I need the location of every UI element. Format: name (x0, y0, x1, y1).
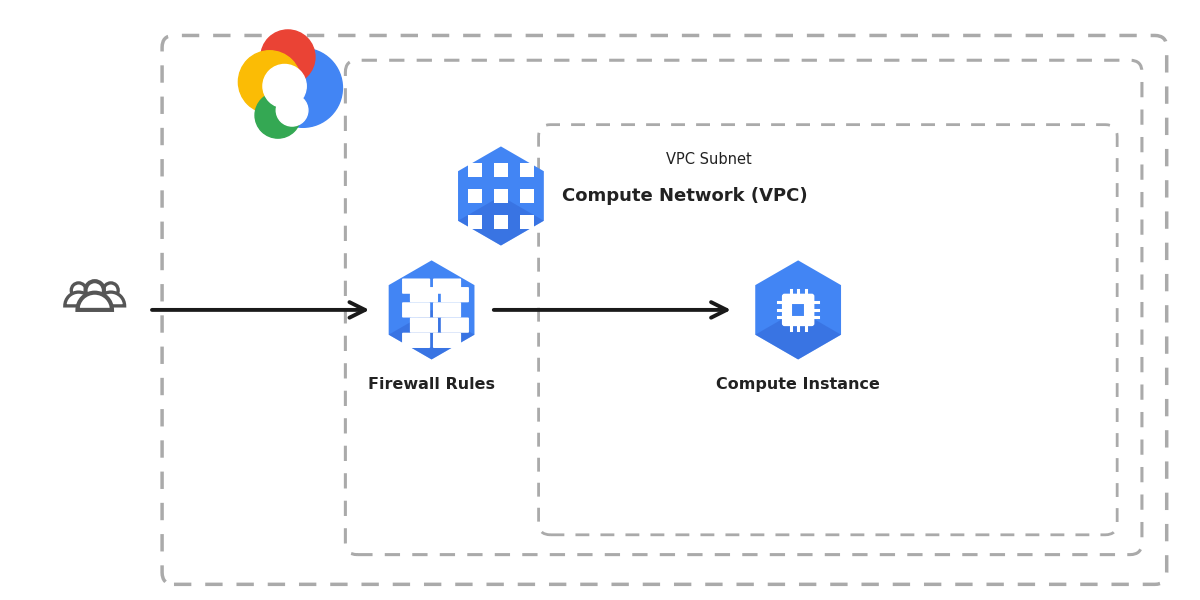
Circle shape (71, 283, 86, 298)
FancyBboxPatch shape (402, 278, 430, 294)
FancyBboxPatch shape (494, 215, 508, 229)
Polygon shape (458, 146, 544, 245)
Wedge shape (78, 293, 112, 310)
Circle shape (239, 51, 301, 113)
Text: Compute Instance: Compute Instance (716, 377, 880, 392)
Circle shape (263, 64, 306, 108)
FancyBboxPatch shape (410, 287, 438, 302)
FancyBboxPatch shape (468, 189, 482, 203)
FancyBboxPatch shape (440, 317, 469, 333)
Text: Compute Network (VPC): Compute Network (VPC) (563, 187, 808, 205)
Circle shape (242, 46, 334, 138)
Text: Firewall Rules: Firewall Rules (368, 377, 496, 392)
Polygon shape (755, 310, 841, 359)
FancyBboxPatch shape (468, 215, 482, 229)
FancyBboxPatch shape (468, 163, 482, 177)
FancyBboxPatch shape (410, 317, 438, 333)
Circle shape (263, 48, 342, 127)
Circle shape (85, 281, 104, 299)
FancyBboxPatch shape (433, 332, 461, 348)
FancyBboxPatch shape (782, 295, 814, 325)
FancyBboxPatch shape (791, 303, 805, 317)
FancyBboxPatch shape (402, 302, 430, 317)
Circle shape (260, 30, 314, 84)
Polygon shape (389, 260, 474, 359)
FancyBboxPatch shape (433, 302, 461, 317)
Text: VPC Subnet: VPC Subnet (666, 152, 752, 167)
FancyBboxPatch shape (520, 163, 534, 177)
Circle shape (103, 283, 118, 298)
FancyBboxPatch shape (402, 332, 430, 348)
FancyBboxPatch shape (494, 189, 508, 203)
Circle shape (276, 94, 308, 126)
Polygon shape (389, 310, 474, 359)
FancyBboxPatch shape (520, 215, 534, 229)
FancyBboxPatch shape (440, 287, 469, 302)
Polygon shape (458, 196, 544, 245)
FancyBboxPatch shape (520, 189, 534, 203)
FancyBboxPatch shape (494, 163, 508, 177)
Wedge shape (65, 292, 92, 306)
Polygon shape (755, 260, 841, 359)
FancyBboxPatch shape (433, 278, 461, 294)
Wedge shape (97, 292, 125, 306)
Circle shape (256, 92, 301, 138)
